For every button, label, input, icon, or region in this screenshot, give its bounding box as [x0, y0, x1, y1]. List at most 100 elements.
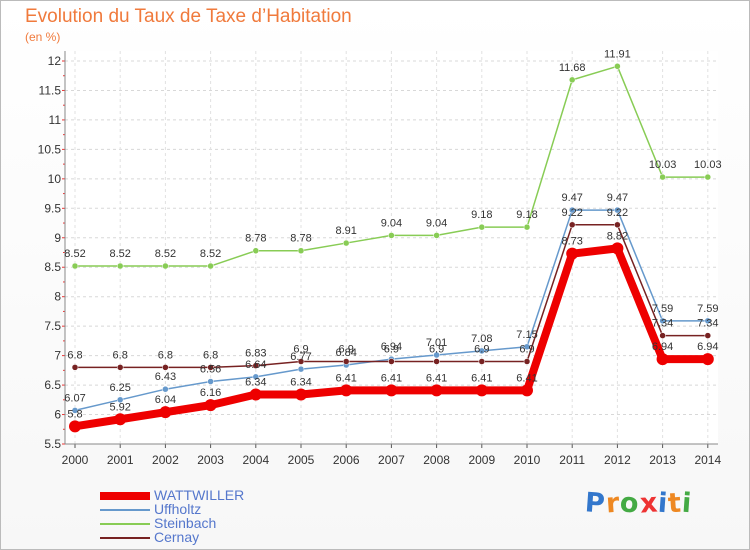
data-label-cernay: 6.9 — [474, 344, 489, 356]
data-point-uffholtz — [614, 206, 621, 214]
x-tick-label: 2005 — [288, 453, 315, 467]
data-label-cernay: 7.34 — [652, 318, 673, 330]
data-point-cernay — [297, 358, 305, 365]
data-point-uffholtz — [162, 385, 169, 393]
data-label-uffholtz: 7.59 — [652, 303, 673, 315]
data-point-steinbach — [704, 173, 712, 181]
data-point-uffholtz — [207, 378, 214, 385]
data-label-wattwiller: 6.94 — [652, 341, 673, 353]
data-point-uffholtz — [433, 351, 440, 359]
data-point-steinbach — [614, 63, 621, 70]
chart-title: Evolution du Taux de Taxe d’Habitation — [25, 6, 352, 27]
data-label-cernay: 7.34 — [697, 318, 718, 330]
data-label-wattwiller: 5.8 — [67, 408, 82, 420]
y-tick-label: 10 — [48, 172, 62, 186]
data-label-uffholtz: 7.15 — [516, 329, 537, 341]
data-point-uffholtz — [523, 343, 531, 351]
data-label-steinbach: 8.52 — [200, 248, 221, 260]
data-label-steinbach: 10.03 — [694, 159, 722, 171]
data-label-cernay: 6.9 — [519, 344, 534, 356]
data-point-cernay — [659, 332, 666, 339]
data-point-wattwiller — [204, 399, 217, 412]
data-point-wattwiller — [611, 242, 624, 255]
data-label-cernay: 6.8 — [203, 349, 218, 361]
data-point-cernay — [478, 358, 486, 365]
y-axis-unit-label: (en %) — [25, 30, 61, 44]
data-point-wattwiller — [69, 420, 81, 433]
data-label-wattwiller: 6.94 — [697, 341, 718, 353]
proxiti-logo: Proxiti — [583, 487, 694, 520]
data-point-cernay — [704, 332, 712, 339]
x-tick-label: 2013 — [649, 453, 676, 467]
data-label-steinbach: 11.68 — [559, 62, 586, 74]
data-label-wattwiller: 8.82 — [607, 230, 628, 242]
x-tick-label: 2009 — [468, 453, 495, 467]
legend-label: Cernay — [154, 529, 200, 545]
x-tick-label: 2008 — [423, 453, 450, 467]
data-label-wattwiller: 6.16 — [200, 387, 221, 399]
y-tick-label: 8.5 — [44, 260, 61, 274]
data-label-uffholtz: 7.59 — [697, 303, 718, 315]
data-point-steinbach — [162, 262, 169, 270]
y-tick-label: 7 — [54, 349, 61, 363]
data-label-uffholtz: 6.64 — [245, 359, 266, 371]
data-label-wattwiller: 6.41 — [516, 372, 537, 384]
data-label-cernay: 9.22 — [561, 207, 582, 219]
data-label-uffholtz: 6.25 — [109, 382, 130, 394]
legend-label: Steinbach — [154, 515, 217, 531]
data-point-steinbach — [523, 223, 531, 231]
data-label-cernay: 6.9 — [429, 344, 444, 356]
legend-swatch — [100, 537, 150, 539]
x-tick-label: 2007 — [378, 453, 405, 467]
data-point-cernay — [388, 358, 395, 365]
logo-letter: P — [583, 487, 607, 520]
x-tick-label: 2003 — [197, 453, 224, 467]
x-tick-label: 2001 — [107, 453, 134, 467]
data-label-cernay: 6.9 — [293, 344, 308, 356]
y-tick-label: 9 — [54, 231, 61, 245]
data-label-steinbach: 8.91 — [335, 225, 356, 237]
legend-swatch — [100, 492, 150, 500]
data-point-wattwiller — [701, 353, 714, 366]
data-point-steinbach — [659, 173, 666, 181]
data-point-wattwiller — [385, 384, 398, 397]
data-point-uffholtz — [704, 317, 712, 325]
data-label-cernay: 6.8 — [113, 349, 128, 361]
y-tick-label: 6 — [54, 408, 61, 422]
data-label-cernay: 6.9 — [384, 344, 399, 356]
data-point-wattwiller — [475, 384, 488, 397]
data-point-steinbach — [116, 262, 124, 270]
data-label-wattwiller: 8.73 — [561, 236, 582, 248]
data-label-uffholtz: 6.07 — [64, 392, 85, 404]
data-point-steinbach — [207, 262, 214, 270]
data-label-wattwiller: 6.41 — [471, 372, 492, 384]
data-point-wattwiller — [430, 384, 443, 397]
data-label-steinbach: 8.78 — [245, 233, 266, 245]
data-label-wattwiller: 6.41 — [381, 372, 402, 384]
data-point-wattwiller — [249, 388, 262, 401]
y-tick-label: 11 — [49, 113, 62, 127]
data-point-steinbach — [297, 247, 305, 254]
y-tick-label: 9.5 — [44, 201, 61, 215]
data-point-steinbach — [478, 223, 486, 231]
data-point-wattwiller — [340, 384, 353, 397]
data-point-cernay — [71, 364, 79, 371]
data-point-cernay — [614, 221, 621, 229]
data-point-cernay — [116, 364, 124, 371]
data-label-uffholtz: 6.77 — [290, 351, 311, 363]
data-point-cernay — [252, 362, 260, 369]
data-point-uffholtz — [71, 407, 79, 414]
legend-label: WATTWILLER — [154, 487, 245, 503]
data-point-cernay — [207, 364, 214, 371]
logo-letter: i — [681, 487, 694, 520]
data-point-steinbach — [433, 232, 440, 239]
data-point-uffholtz — [297, 365, 305, 373]
data-point-cernay — [568, 221, 576, 229]
data-point-steinbach — [252, 247, 260, 254]
data-label-wattwiller: 6.41 — [335, 372, 356, 384]
data-label-cernay: 6.8 — [158, 349, 173, 361]
y-tick-label: 12 — [48, 54, 62, 68]
data-label-steinbach: 8.52 — [64, 248, 85, 260]
data-label-uffholtz: 6.84 — [335, 347, 356, 359]
x-tick-label: 2002 — [152, 453, 179, 467]
